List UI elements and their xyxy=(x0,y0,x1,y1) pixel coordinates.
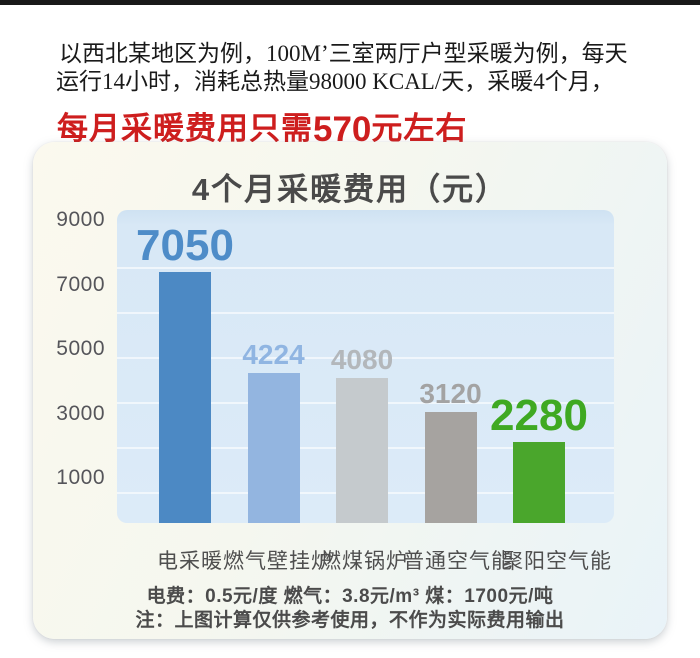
y-tick-label: 3000 xyxy=(56,401,105,425)
gridline xyxy=(117,312,614,314)
chart-bar-1 xyxy=(159,272,211,523)
disclaimer-note: 注：上图计算仅供参考使用，不作为实际费用输出 xyxy=(135,610,565,631)
chart-title: 4个月采暖费用（元） xyxy=(191,172,509,207)
bar-value-label-5: 2280 xyxy=(490,391,588,440)
category-label-3: 燃煤锅炉 xyxy=(320,550,408,573)
chart-panel: 4个月采暖费用（元） 9000 7000 5000 3000 1000 7050 4224… xyxy=(33,142,667,639)
intro-line-2: 运行14小时，消耗总热量98000 KCAL/天，采暖4个月， xyxy=(56,69,614,94)
chart-bar-5 xyxy=(513,442,565,523)
intro-line-1: 以西北某地区为例，100M’三室两厅户型采暖为例，每天 xyxy=(59,41,628,66)
bar-value-label-3: 4080 xyxy=(330,344,394,375)
y-tick-label: 5000 xyxy=(56,337,105,360)
category-label-1: 电采暖 xyxy=(157,550,223,573)
category-label-4: 普通空气能 xyxy=(403,550,513,573)
y-tick-label: 7000 xyxy=(56,272,105,296)
gridline xyxy=(117,267,614,269)
y-tick-label: 1000 xyxy=(56,466,105,489)
bar-value-label-1: 7050 xyxy=(136,221,234,270)
gridline xyxy=(117,357,614,359)
x-axis-category-labels: 电采暖 燃气壁挂炉 燃煤锅炉 普通空气能 聚阳空气能 xyxy=(33,545,667,573)
headline-prefix: 每月采暖费用只需 xyxy=(57,111,313,146)
y-axis-labels: 9000 7000 5000 3000 1000 xyxy=(45,142,105,639)
plot-area: 7050 4224 4080 3120 2280 xyxy=(117,210,614,523)
top-black-bar xyxy=(0,0,700,5)
bar-value-label-4: 3120 xyxy=(419,378,482,409)
chart-bar-3 xyxy=(336,378,388,523)
category-label-5: 聚阳空气能 xyxy=(502,550,612,573)
bar-value-label-2: 4224 xyxy=(242,339,305,370)
price-note: 电费：0.5元/度 燃气：3.8元/m³ 煤：1700元/吨 xyxy=(146,586,554,607)
chart-bar-4 xyxy=(424,412,477,523)
y-tick-label: 9000 xyxy=(56,208,105,231)
category-label-2: 燃气壁挂炉 xyxy=(223,550,333,573)
chart-bar-2 xyxy=(247,373,300,523)
headline-suffix: 元左右 xyxy=(371,111,468,146)
